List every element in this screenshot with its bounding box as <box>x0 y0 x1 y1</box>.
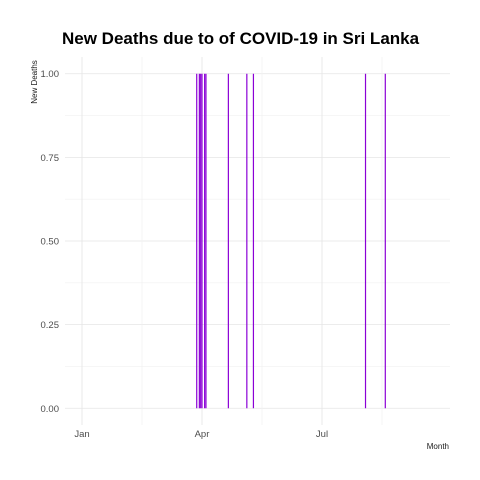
ticks-layer: 0.00 0.25 0.50 0.75 1.00 Jan Apr Jul <box>41 69 329 440</box>
bars-layer <box>196 73 386 409</box>
x-tick-label: Jul <box>316 429 328 440</box>
grid-layer <box>65 57 450 425</box>
y-tick-label: 0.75 <box>41 153 60 164</box>
y-tick-label: 0.25 <box>41 320 60 331</box>
x-tick-label: Apr <box>195 429 210 440</box>
x-axis-label: Month <box>427 442 449 451</box>
x-tick-label: Jan <box>74 429 89 440</box>
y-tick-label: 1.00 <box>41 69 60 80</box>
y-tick-label: 0.00 <box>41 404 60 415</box>
chart-title: New Deaths due to of COVID-19 in Sri Lan… <box>62 29 420 48</box>
y-tick-label: 0.50 <box>41 237 60 248</box>
y-axis-label: New Deaths <box>30 60 39 104</box>
